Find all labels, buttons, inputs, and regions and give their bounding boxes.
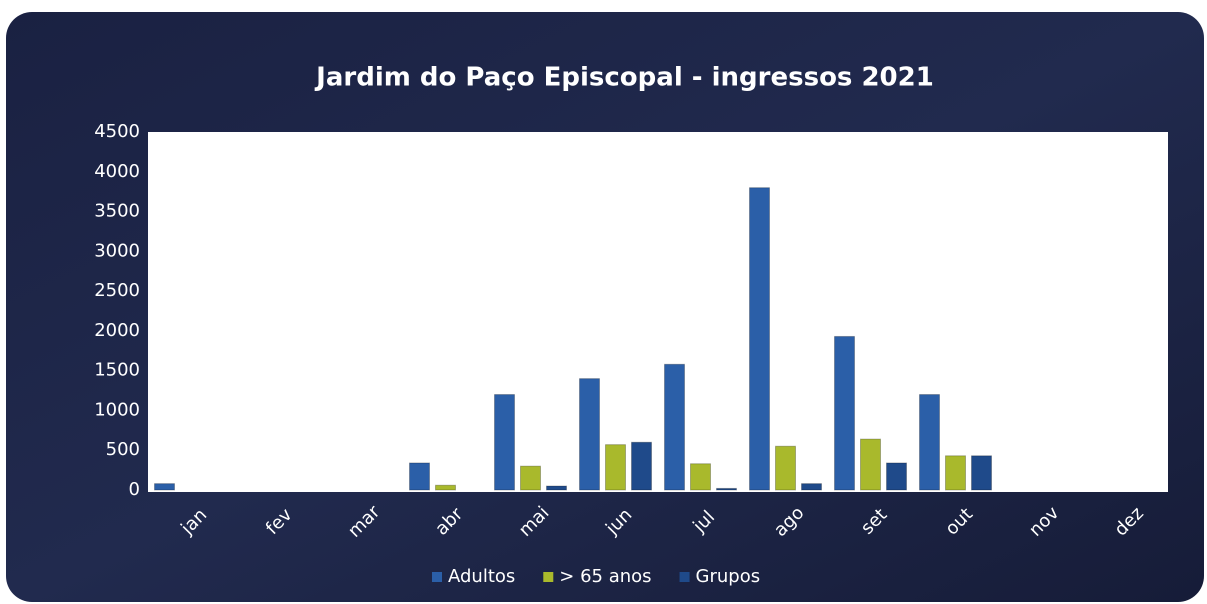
y-tick-label: 0 [129, 479, 140, 500]
chart-title: Jardim do Paço Episcopal - ingressos 202… [314, 63, 934, 93]
bar [945, 455, 966, 491]
legend-swatch [432, 572, 442, 582]
bar [546, 485, 567, 491]
bar [631, 441, 652, 491]
bar [716, 487, 737, 491]
bar [520, 465, 541, 491]
bar [664, 363, 685, 491]
legend-label: > 65 anos [559, 566, 651, 587]
bar [409, 462, 430, 491]
legend-label: Adultos [448, 566, 515, 587]
y-tick-label: 2000 [94, 320, 140, 341]
bar [801, 483, 822, 491]
y-tick-label: 500 [106, 439, 140, 460]
bar [860, 438, 881, 491]
bar [775, 445, 796, 491]
legend-label: Grupos [696, 566, 761, 587]
bar [579, 378, 600, 491]
bar [690, 463, 711, 491]
bar [494, 394, 515, 491]
legend-swatch [679, 572, 690, 582]
bar [971, 455, 992, 491]
bar [605, 444, 626, 491]
y-tick-label: 1000 [94, 399, 140, 420]
plot-area [148, 132, 1168, 492]
y-tick-label: 3500 [94, 201, 140, 222]
y-tick-label: 3000 [94, 240, 140, 261]
bar [749, 187, 770, 491]
y-tick-label: 2500 [94, 280, 140, 301]
y-tick-label: 4000 [94, 161, 140, 182]
bar [919, 394, 940, 491]
bar [834, 335, 855, 491]
y-tick-label: 4500 [94, 121, 140, 142]
bar [886, 462, 907, 491]
y-tick-label: 1500 [94, 360, 140, 381]
legend-swatch [543, 572, 554, 582]
bar [435, 484, 456, 491]
bar [154, 483, 175, 491]
